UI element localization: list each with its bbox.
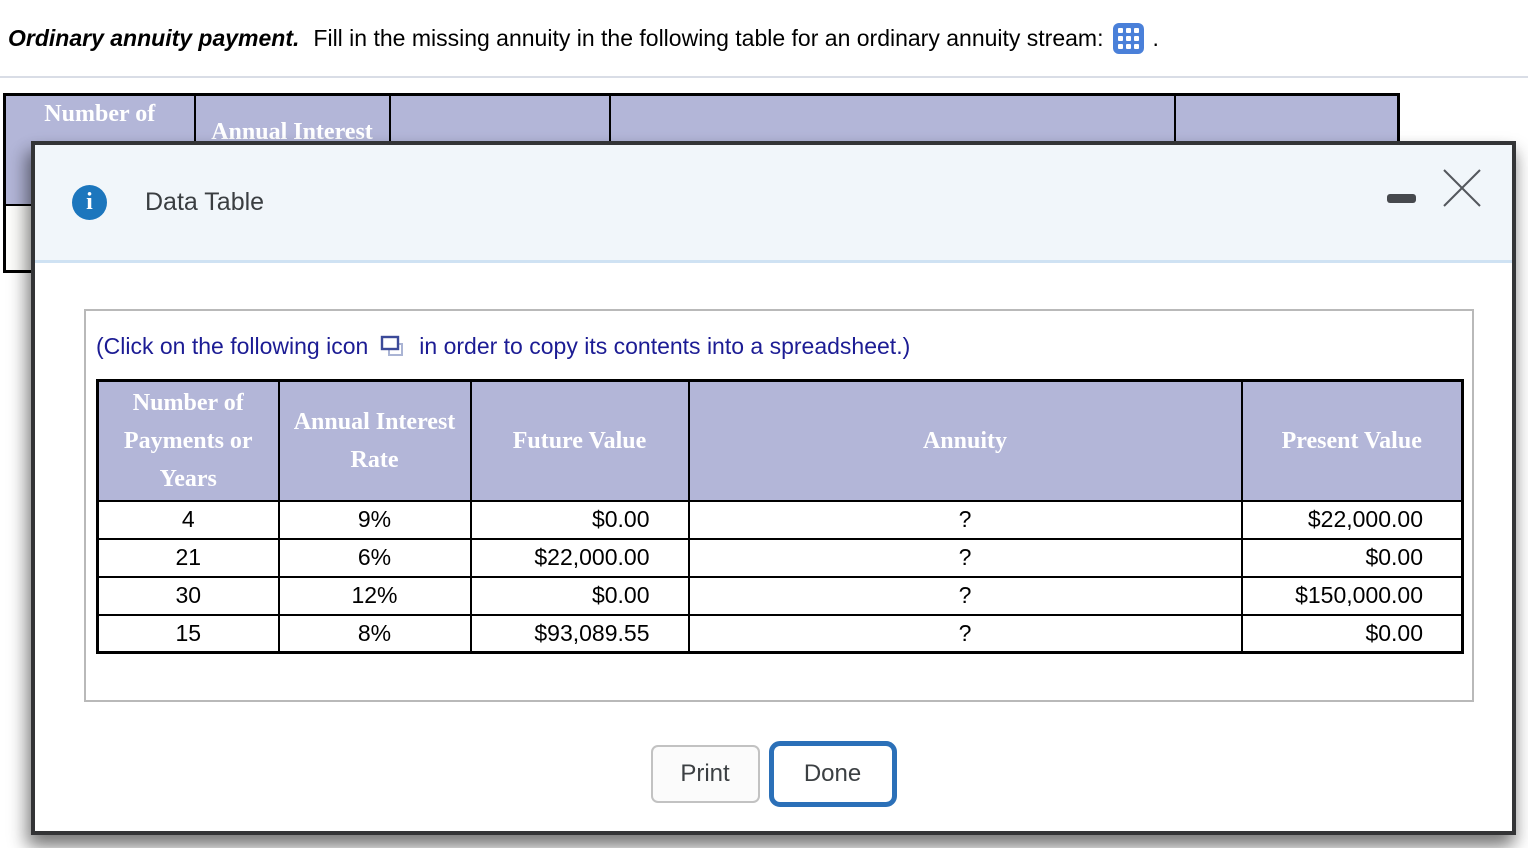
close-icon[interactable] [1442, 168, 1482, 208]
cell-future-value: $22,000.00 [469, 537, 690, 578]
copy-icon[interactable] [380, 335, 405, 358]
cell-annuity: ? [687, 499, 1243, 540]
cell-present-value: $0.00 [1240, 613, 1464, 654]
dialog-header: i Data Table [35, 145, 1512, 263]
copy-instruction: (Click on the following icon in order to… [96, 329, 1472, 363]
cell-present-value: $150,000.00 [1240, 575, 1464, 616]
info-icon: i [72, 185, 107, 220]
cell-years: 15 [96, 613, 280, 654]
header-annuity: Annuity [687, 379, 1243, 502]
cell-annuity: ? [687, 575, 1243, 616]
cell-annuity: ? [687, 537, 1243, 578]
header-number-of-payments: Number of Payments or Years [96, 379, 280, 502]
table-row: 21 6% $22,000.00 ? $0.00 [96, 537, 1464, 578]
cell-years: 21 [96, 537, 280, 578]
question-prompt: Fill in the missing annuity in the follo… [313, 24, 1104, 51]
cell-rate: 9% [277, 499, 472, 540]
header-present-value: Present Value [1240, 379, 1464, 502]
header-future-value: Future Value [469, 379, 690, 502]
table-row: 4 9% $0.00 ? $22,000.00 [96, 499, 1464, 540]
annuity-data-table: Number of Payments or Years Annual Inter… [96, 379, 1464, 654]
cell-future-value: $93,089.55 [469, 613, 690, 654]
instruction-prefix: (Click on the following icon [96, 333, 369, 359]
table-row: 15 8% $93,089.55 ? $0.00 [96, 613, 1464, 654]
cell-future-value: $0.00 [469, 575, 690, 616]
table-row: 30 12% $0.00 ? $150,000.00 [96, 575, 1464, 616]
question-title: Ordinary annuity payment. [8, 24, 300, 51]
cell-present-value: $0.00 [1240, 537, 1464, 578]
cell-rate: 8% [277, 613, 472, 654]
cell-years: 30 [96, 575, 280, 616]
table-grid-icon[interactable] [1113, 22, 1145, 54]
cell-future-value: $0.00 [469, 499, 690, 540]
cell-rate: 12% [277, 575, 472, 616]
cell-rate: 6% [277, 537, 472, 578]
done-button[interactable]: Done [768, 741, 897, 807]
data-table-dialog: i Data Table (Click on the following ico… [31, 141, 1516, 835]
cell-years: 4 [96, 499, 280, 540]
cell-present-value: $22,000.00 [1240, 499, 1464, 540]
cell-annuity: ? [687, 613, 1243, 654]
question-suffix: . [1152, 24, 1159, 51]
question-bar: Ordinary annuity payment. Fill in the mi… [0, 0, 1528, 78]
table-header-row: Number of Payments or Years Annual Inter… [96, 379, 1464, 502]
dialog-content-box: (Click on the following icon in order to… [84, 309, 1474, 702]
header-annual-interest-rate: Annual Interest Rate [277, 379, 472, 502]
minimize-icon[interactable] [1387, 194, 1416, 203]
dialog-button-row: Print Done [35, 741, 1512, 807]
instruction-suffix: in order to copy its contents into a spr… [419, 333, 911, 359]
dialog-title: Data Table [145, 188, 265, 216]
print-button[interactable]: Print [650, 745, 760, 803]
